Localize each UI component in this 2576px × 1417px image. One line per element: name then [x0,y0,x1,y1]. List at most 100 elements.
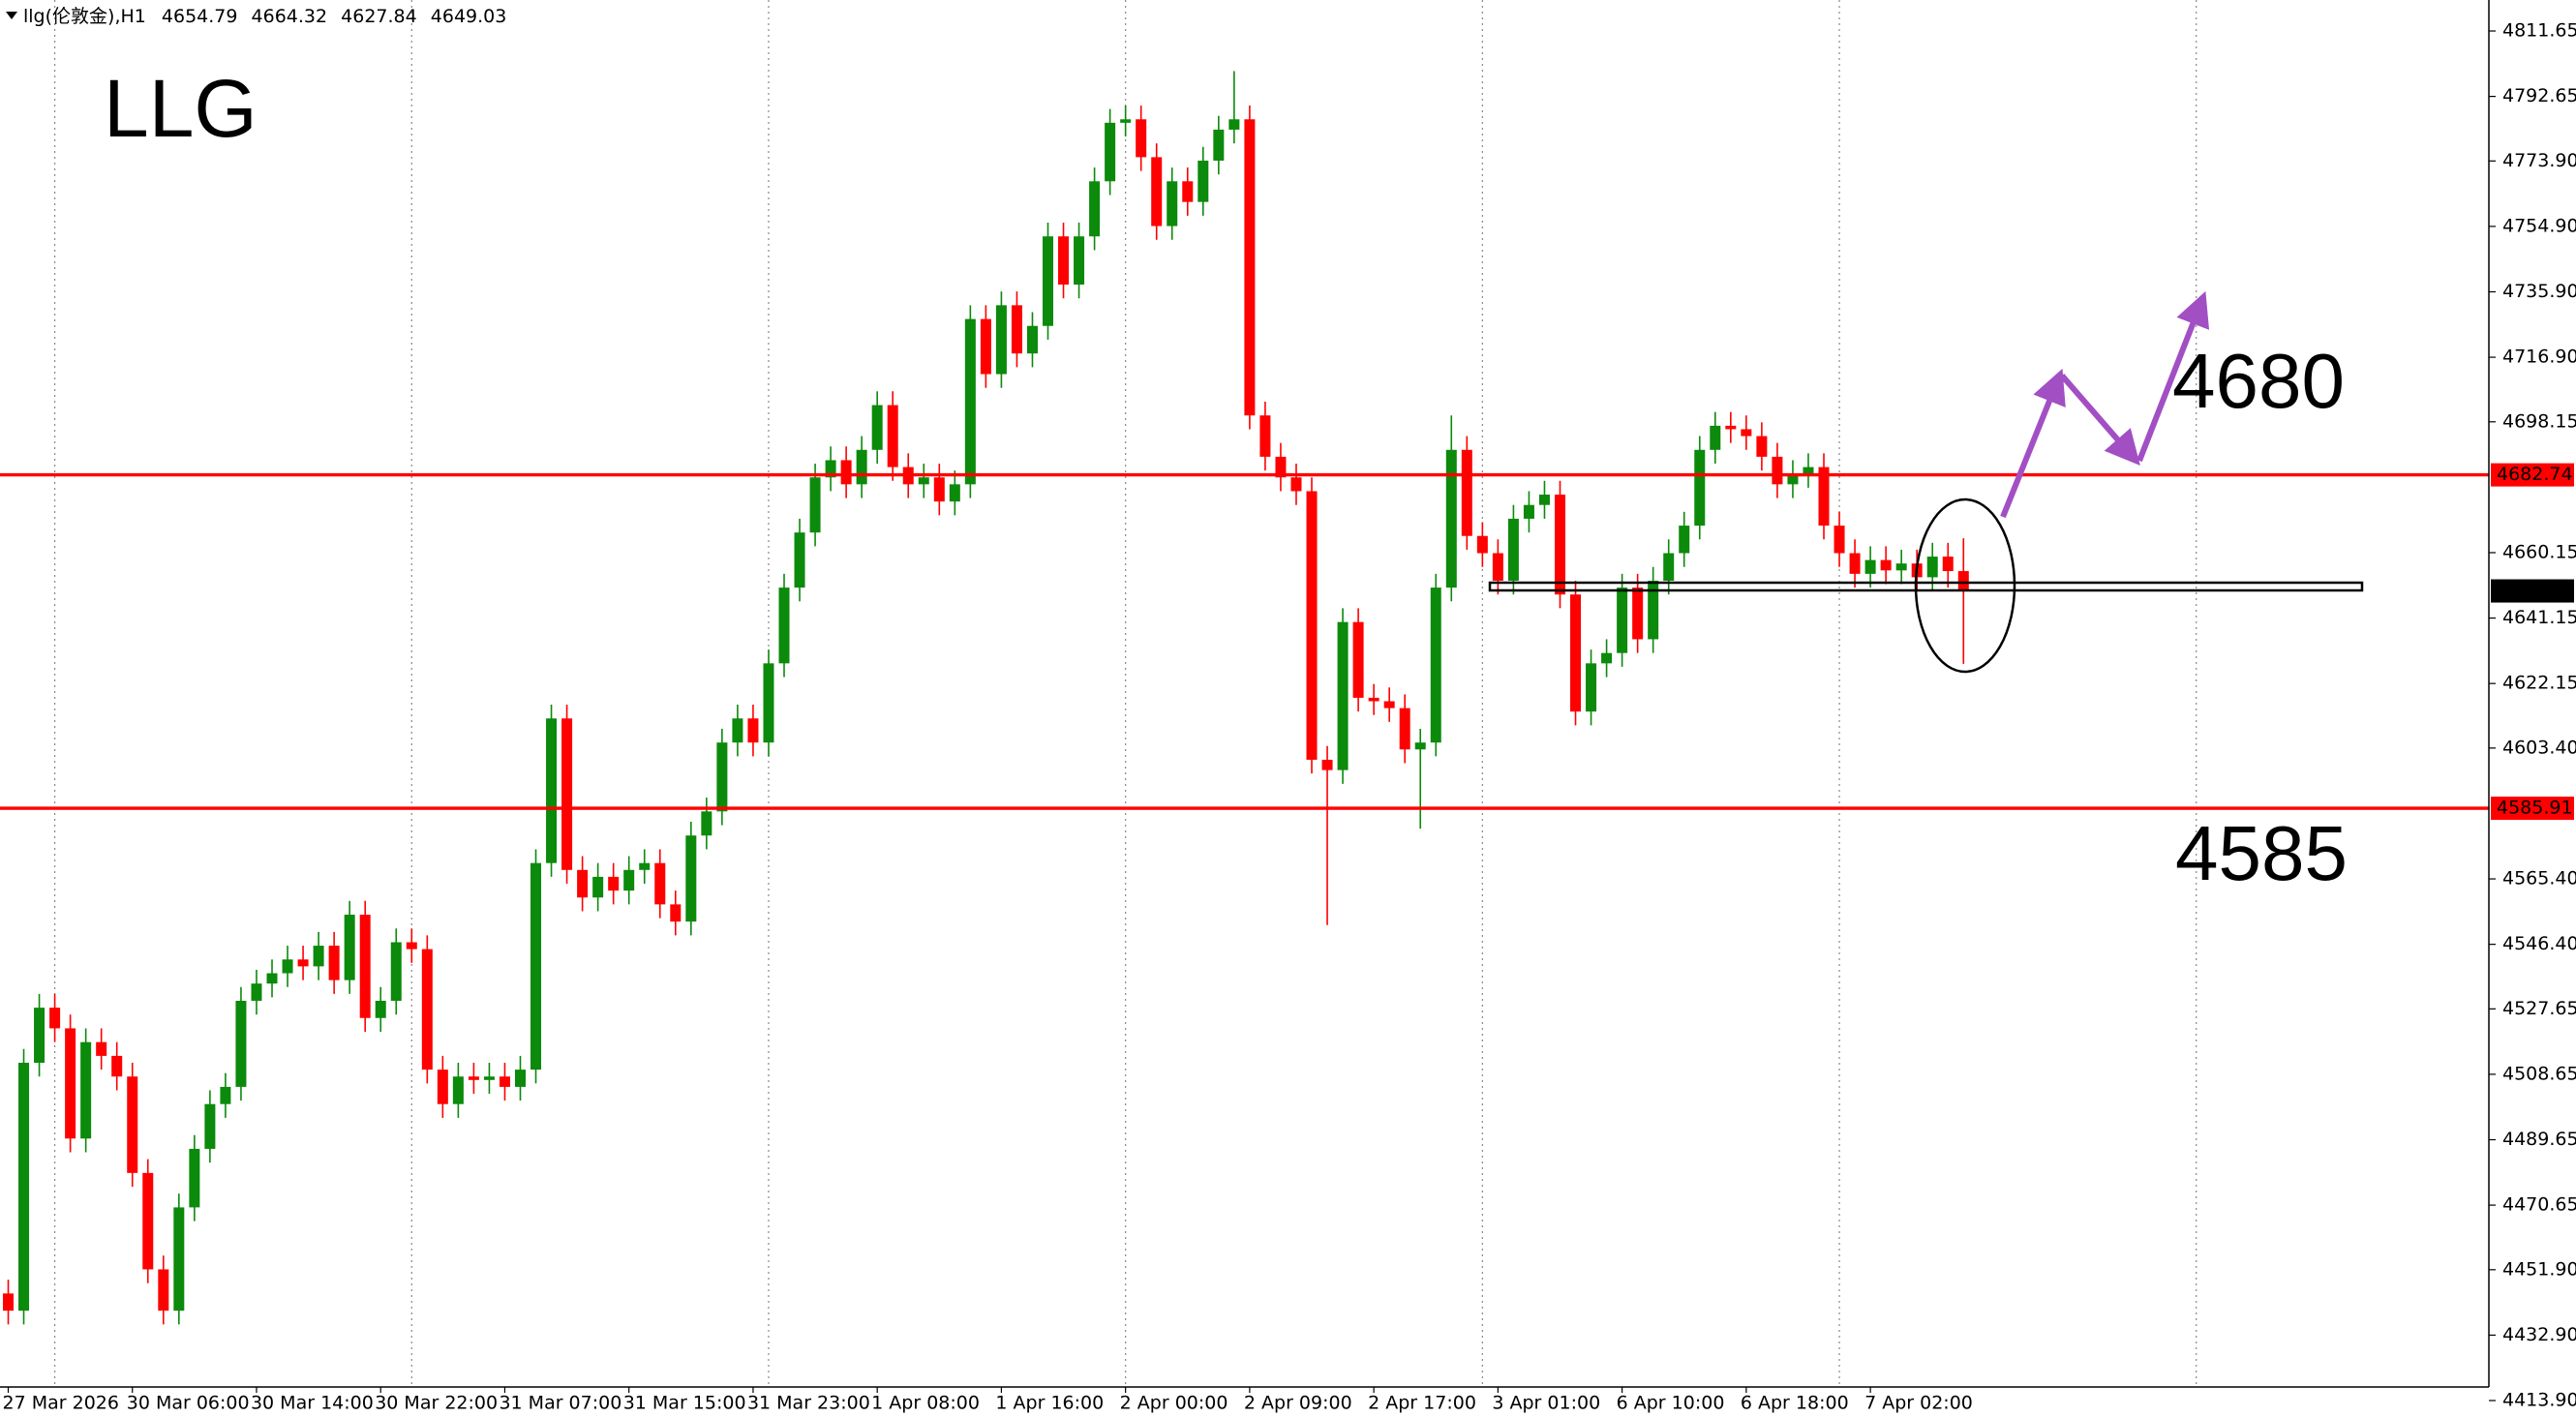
y-tick-label: 4641.15 [2502,607,2576,628]
candle-body [1849,553,1861,574]
candle-body [794,532,805,588]
candle-body [1617,588,1628,653]
y-tick-label: 4603.40 [2502,737,2576,758]
candle-body [1430,588,1441,743]
candle-body [1523,504,1534,519]
candle-body [546,718,558,863]
y-tick-label: 4698.15 [2502,410,2576,432]
candle-body [1136,119,1147,158]
candle-body [856,449,867,485]
candle-body [1601,652,1613,664]
candle-body [1648,580,1659,640]
candle-body [1383,701,1395,708]
candle-body [1244,119,1256,416]
current-price-box [2491,579,2574,603]
candle-body [949,484,960,502]
candle-body [1570,594,1582,712]
y-tick-label: 4792.65 [2502,85,2576,106]
candle-body [514,1070,526,1087]
candle-body [406,942,417,950]
candle-body [1275,456,1287,478]
x-tick-label: 2 Apr 09:00 [1244,1393,1352,1414]
candle-body [825,460,836,478]
forecast-arrow [2000,368,2066,519]
y-tick-label: 4413.90 [2502,1390,2576,1411]
candle-body [49,1008,61,1029]
header-close: 4649.03 [431,6,507,27]
candle-body [1957,571,1969,591]
y-tick-label: 4432.90 [2502,1324,2576,1345]
candle-body [375,1000,386,1018]
y-tick-label: 4735.90 [2502,281,2576,302]
candle-body [483,1076,495,1080]
candle-body [1074,236,1085,286]
candle-body [468,1076,479,1080]
annotation: 4585 [2175,810,2348,896]
candle-body [654,862,666,905]
menu-arrow[interactable] [6,12,17,19]
candle-body [1026,325,1038,354]
candle-body [18,1063,30,1311]
candle-body [1414,742,1426,750]
candle-body [1228,119,1240,130]
candle-body [732,718,743,743]
candle-body [1772,456,1783,485]
candle-body [1864,559,1876,574]
candle-body [871,405,883,450]
x-tick-label: 6 Apr 18:00 [1741,1393,1849,1414]
candle-body [1803,467,1814,474]
candle-body [1555,495,1565,595]
candle-body [1663,553,1675,581]
candle-body [204,1103,216,1149]
candle-body [763,663,774,743]
y-tick-label: 4716.90 [2502,347,2576,368]
candle-body [1290,477,1302,492]
candle-body [840,460,852,485]
candle-body [1306,491,1318,760]
candle-body [390,942,402,1001]
candle-body [313,946,324,967]
candle-body [34,1008,45,1064]
y-tick-label: 4565.40 [2502,868,2576,889]
candle-body [1818,467,1830,527]
candle-body [933,477,945,502]
x-tick-label: 31 Mar 15:00 [623,1393,746,1414]
y-tick-label: 4811.65 [2502,20,2576,42]
candle-body [65,1028,76,1139]
candle-layer [3,71,1969,1325]
candle-body [1167,181,1178,226]
candle-body [1710,425,1721,450]
y-tick-label: 4660.15 [2502,541,2576,562]
candle-body [1445,449,1457,588]
candle-body [809,477,821,533]
candle-body [1926,557,1938,578]
y-tick-label: 4773.90 [2502,150,2576,171]
candle-body [778,588,790,664]
y-tick-label: 4754.90 [2502,215,2576,236]
x-tick-label: 31 Mar 07:00 [499,1393,621,1414]
x-tick-label: 30 Mar 14:00 [251,1393,374,1414]
chart-header: llg(伦敦金),H1 4654.79 4664.32 4627.84 4649… [23,6,506,27]
level-price-label: 4682.74 [2497,464,2573,485]
candle-body [235,1000,247,1087]
candle-body [142,1172,154,1270]
grid-layer [53,0,2197,1387]
x-tick-label: 1 Apr 08:00 [871,1393,980,1414]
axis-layer: 4413.90 4432.90 4451.90 4470.65 4489.65 4508.… [3,20,2576,1414]
candle-body [1679,526,1690,554]
level-price-box [2491,463,2574,487]
candle-body [1507,518,1519,581]
forecast-arrow [2137,290,2210,463]
symbol: llg(伦敦金),H1 [23,6,146,27]
candle-body [685,835,697,922]
candle-body [701,811,712,836]
x-tick-label: 6 Apr 10:00 [1617,1393,1725,1414]
candle-body [1756,436,1768,457]
candle-body [344,915,355,980]
y-tick-label: 4622.15 [2502,673,2576,694]
support-zone [1488,581,2364,592]
candle-body [1105,122,1116,182]
candle-body [1942,557,1954,572]
chart-title: LLG [104,63,258,154]
